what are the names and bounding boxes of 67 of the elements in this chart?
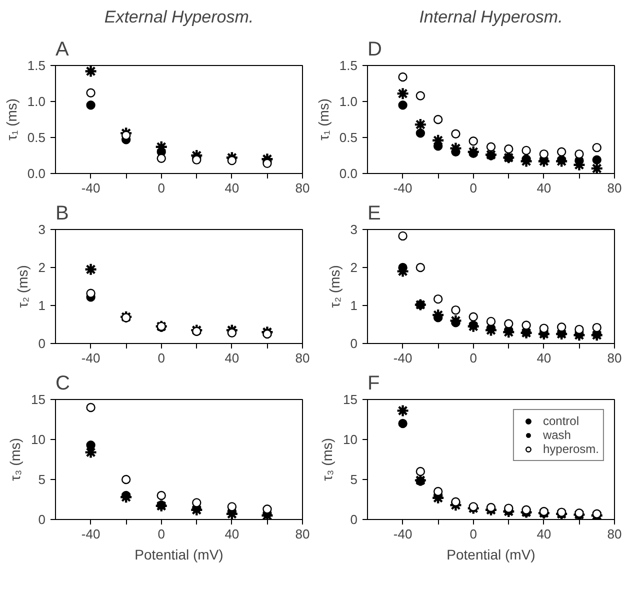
x-tick-label: 40: [536, 350, 552, 366]
x-tick-label: 40: [224, 350, 240, 366]
chart-title: B: [56, 202, 69, 224]
y-axis-title: τ₂ (ms): [14, 265, 30, 308]
x-tick-label: -40: [393, 350, 412, 366]
x-tick-label: 80: [607, 526, 622, 542]
x-axis-title: Potential (mV): [134, 546, 224, 562]
x-tick-label: 0: [158, 180, 165, 196]
chart-title: C: [56, 372, 70, 394]
y-tick-label: 2: [38, 260, 46, 275]
chart-title: D: [368, 38, 382, 60]
x-tick-label: 0: [470, 180, 477, 196]
y-tick-label: 15: [343, 392, 358, 407]
y-axis-title: τ₂ (ms): [326, 265, 342, 308]
legend-label: hyperosm.: [542, 442, 599, 456]
x-tick-label: 80: [295, 350, 310, 366]
y-axis-title: τ₁ (ms): [3, 98, 20, 141]
x-tick-label: 0: [158, 526, 165, 542]
y-tick-label: 1.0: [339, 94, 358, 109]
y-tick-label: 15: [31, 392, 46, 407]
x-axis-title: Potential (mV): [446, 546, 536, 562]
x-tick-label: 0: [470, 526, 477, 542]
y-tick-label: 2: [350, 260, 358, 275]
chart-subtitle: External Hyperosm.: [104, 8, 254, 26]
y-tick-label: 3: [350, 222, 358, 237]
y-tick-label: 0.0: [27, 166, 46, 181]
x-tick-label: -40: [81, 526, 100, 542]
y-tick-label: 5: [38, 472, 46, 487]
chart-title: E: [368, 202, 381, 224]
y-tick-label: 0: [350, 512, 358, 527]
y-axis-title: τ₃ (ms): [7, 438, 24, 482]
chart-subtitle: Internal Hyperosm.: [419, 8, 563, 26]
chart-title: A: [56, 38, 70, 60]
x-tick-label: -40: [393, 180, 412, 196]
chart-title: F: [368, 372, 380, 394]
legend-label: wash: [542, 428, 571, 442]
y-tick-label: 3: [38, 222, 46, 237]
y-tick-label: 0.5: [339, 130, 358, 145]
y-tick-label: 1.5: [339, 58, 358, 73]
x-tick-label: 0: [470, 350, 477, 366]
y-axis-title: τ₁ (ms): [315, 98, 332, 141]
y-tick-label: 0: [38, 512, 46, 527]
x-tick-label: 80: [295, 526, 310, 542]
x-tick-label: 40: [536, 180, 552, 196]
x-tick-label: -40: [81, 180, 100, 196]
x-tick-label: 40: [224, 180, 240, 196]
x-tick-label: 40: [536, 526, 552, 542]
y-tick-label: 1: [350, 298, 358, 313]
x-tick-label: 80: [607, 350, 622, 366]
y-axis-title: τ₃ (ms): [319, 438, 336, 482]
y-tick-label: 10: [343, 432, 358, 447]
legend-label: control: [542, 414, 579, 428]
x-tick-label: -40: [393, 526, 412, 542]
x-tick-label: 0: [158, 350, 165, 366]
y-tick-label: 1.5: [27, 58, 46, 73]
y-tick-label: 5: [350, 472, 358, 487]
y-tick-label: 1.0: [27, 94, 46, 109]
y-tick-label: 0: [38, 336, 46, 351]
y-tick-label: 1: [38, 298, 46, 313]
y-tick-label: 0.0: [339, 166, 358, 181]
x-tick-label: 80: [295, 180, 310, 196]
y-tick-label: 0.5: [27, 130, 46, 145]
y-tick-label: 10: [31, 432, 46, 447]
y-tick-label: 0: [350, 336, 358, 351]
x-tick-label: -40: [81, 350, 100, 366]
x-tick-label: 40: [224, 526, 240, 542]
x-tick-label: 80: [607, 180, 622, 196]
